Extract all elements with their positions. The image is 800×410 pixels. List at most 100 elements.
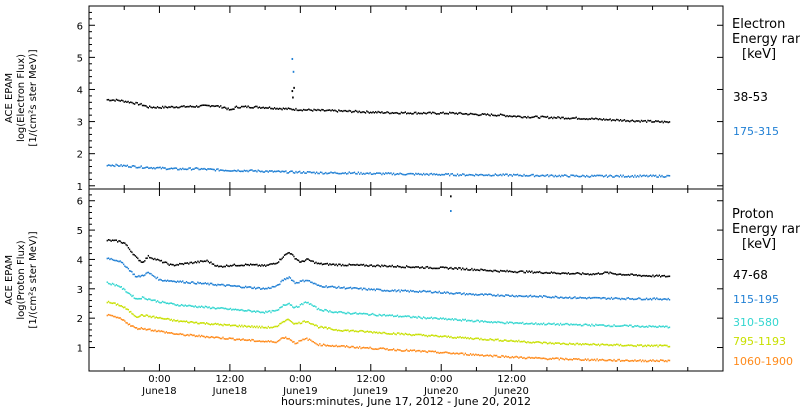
data-point [631,119,633,122]
data-point [380,111,382,114]
data-point [368,265,370,268]
data-point [490,321,493,323]
data-point [232,337,234,340]
electron-legend-38-53: 38-53 [733,90,768,104]
data-point [216,168,218,171]
data-point [386,333,388,335]
data-point [629,360,631,363]
electron-legend-subtitle: Energy range [732,32,800,47]
data-point [325,326,327,329]
data-point [412,349,414,352]
data-point [391,111,393,114]
data-point [523,173,525,176]
data-point [429,335,431,337]
data-point [372,265,374,268]
data-point [237,338,239,341]
data-point [361,347,363,349]
data-point [550,174,553,176]
data-point [334,329,336,331]
data-point [124,242,126,245]
data-point [421,350,423,352]
data-point [390,333,392,335]
data-point [642,298,644,301]
data-point [531,356,533,359]
data-point [299,280,301,282]
data-point [324,286,326,288]
data-point [486,321,489,323]
data-point [387,265,390,268]
data-point [165,106,168,109]
data-point [597,343,600,346]
data-point [506,269,508,272]
data-point [314,172,316,175]
data-point [231,285,233,287]
data-point [426,335,429,338]
data-point [452,293,455,295]
data-point [502,295,504,297]
data-point [348,263,350,266]
data-point [289,253,292,255]
data-point [627,344,630,346]
data-point [336,329,339,332]
data-point [651,298,653,301]
data-point [589,175,592,178]
data-point [668,275,671,278]
data-point [241,338,243,341]
data-point [386,289,388,292]
proton-ylabel-line2: log(Proton Flux) [16,240,27,319]
data-point [429,173,431,175]
data-point [419,267,421,269]
data-point [614,119,617,122]
data-point [289,320,292,322]
data-point [290,339,293,342]
data-point [626,297,628,299]
data-point [256,325,258,328]
data-point [421,334,423,337]
data-point [567,117,570,120]
data-point [364,331,366,334]
data-point [184,262,186,265]
data-point [496,270,498,272]
data-point [407,333,409,336]
data-point [141,104,144,107]
data-point [600,273,602,275]
data-point [370,288,373,290]
data-point [406,173,408,176]
data-point [263,171,266,173]
data-point [630,175,632,178]
data-point [188,321,190,324]
data-point [294,282,296,285]
data-point [124,100,127,103]
data-point [242,170,244,173]
data-point [331,172,333,174]
data-point [656,326,658,329]
data-point [652,274,654,277]
data-point [580,359,583,362]
data-point [177,168,179,171]
data-point [347,287,349,289]
data-point [523,295,525,298]
data-point [412,333,414,336]
data-point [409,334,412,336]
data-point [402,350,404,352]
data-point [303,280,305,283]
data-point [139,166,141,169]
data-point [662,359,664,362]
data-point [255,287,257,290]
data-point [283,337,286,339]
data-point [498,295,500,297]
data-point [392,348,395,350]
data-point [576,175,579,177]
electron-ylabel-line3: [1/(cm²s ster MeV)] [28,49,39,146]
data-point [287,172,290,174]
data-point [433,267,435,270]
data-point [471,174,473,176]
data-point [238,107,240,109]
data-point [221,324,223,326]
data-point [466,337,468,340]
data-point [584,118,587,121]
data-point [574,175,576,178]
data-point [274,310,276,312]
data-point [595,323,597,326]
data-point [275,108,277,110]
